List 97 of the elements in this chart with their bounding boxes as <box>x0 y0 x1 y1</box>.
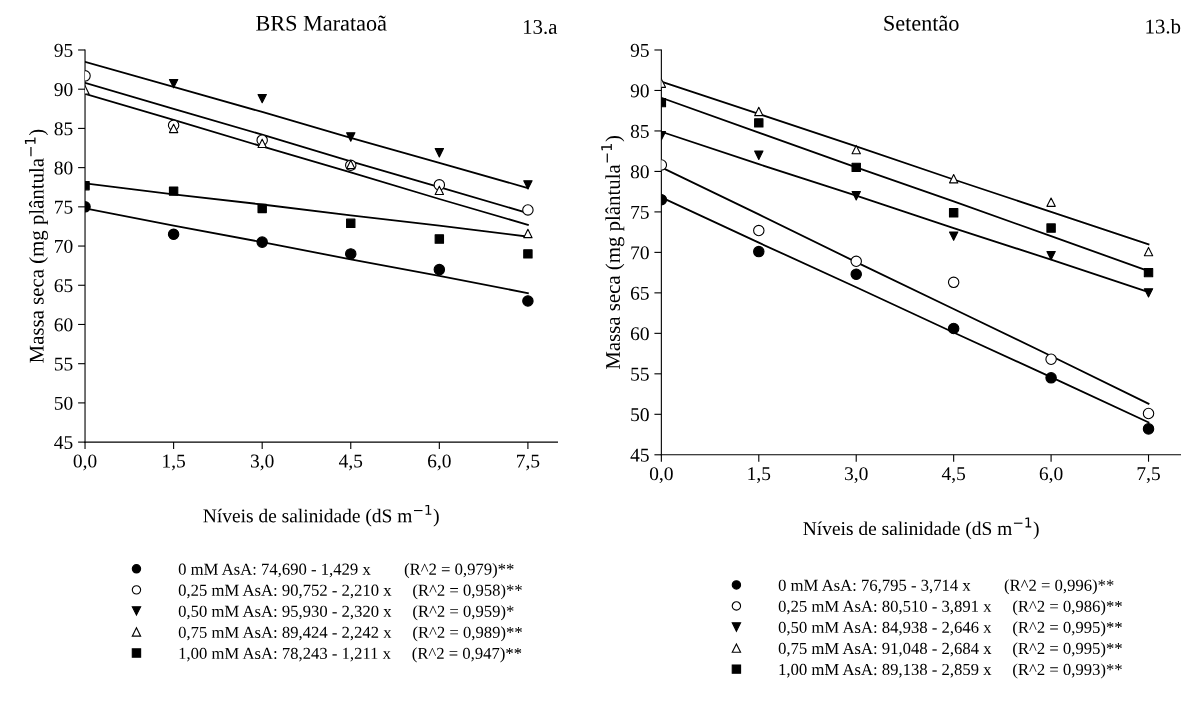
point <box>167 228 180 241</box>
y-tick-label: 80 <box>54 161 73 175</box>
point <box>522 204 534 216</box>
x-tick-label: 4,5 <box>941 467 966 484</box>
legend-label: 1,00 mM AsA: 78,243 - 1,211 x (R^2 = 0,947)** <box>179 647 522 663</box>
point <box>168 78 179 89</box>
point <box>168 186 179 196</box>
point <box>754 150 764 160</box>
point <box>256 236 268 248</box>
legend-label: 0,75 mM AsA: 89,424 - 2,242 x (R^2 = 0,989)** <box>178 626 522 642</box>
x-tick-label: 7,5 <box>1137 467 1160 484</box>
x-axis-title: Níveis de salinidade (dS m$^{−1}$) <box>803 517 1039 540</box>
point <box>1143 288 1154 298</box>
y-tick-label: 55 <box>631 367 649 381</box>
point <box>948 231 959 241</box>
point <box>1046 223 1056 233</box>
point <box>433 263 446 276</box>
x-tick-label: 0,0 <box>73 454 97 471</box>
y-tick-label: 60 <box>630 327 649 341</box>
point <box>753 224 765 237</box>
y-tick-label: 45 <box>630 448 649 462</box>
y-tick-label: 65 <box>630 286 649 300</box>
point <box>523 180 533 190</box>
point <box>1046 197 1056 207</box>
y-tick-label: 80 <box>630 165 649 179</box>
y-tick-label: 90 <box>54 83 73 97</box>
x-tick-label: 6,0 <box>428 454 451 471</box>
point <box>257 93 267 104</box>
point <box>947 276 960 289</box>
y-axis-title: Massa seca (mg plântula$^{−1}$) <box>24 129 48 363</box>
y-tick-label: 60 <box>54 318 73 332</box>
point <box>168 123 179 134</box>
chart-title: BRS Marataoã <box>256 15 387 31</box>
chart-title: Setentão <box>884 15 959 31</box>
legend-label: 0,75 mM AsA: 91,048 - 2,684 x (R^2 = 0,995)** <box>778 642 1122 658</box>
point <box>434 234 445 244</box>
point <box>1142 407 1155 420</box>
y-tick-label: 95 <box>630 43 649 57</box>
point <box>1143 246 1154 257</box>
legend-label: 0 mM AsA: 74,690 - 1,429 x (R^2 = 0,979)** <box>178 563 514 579</box>
point <box>948 173 959 184</box>
point <box>947 322 960 335</box>
point <box>851 144 861 155</box>
y-tick-label: 75 <box>631 205 649 219</box>
y-tick-label: 70 <box>631 246 649 260</box>
legend-label: 0 mM AsA: 76,795 - 3,714 x (R^2 = 0,996)** <box>778 579 1114 595</box>
legend-label: 0,50 mM AsA: 84,938 - 2,646 x (R^2 = 0,995)** <box>778 621 1122 637</box>
y-axis-title: Massa seca (mg plântula$^{−1}$) <box>601 136 625 370</box>
point <box>754 106 764 117</box>
point <box>1046 250 1056 261</box>
y-tick-label: 85 <box>630 124 649 138</box>
text: 13.a <box>523 19 558 35</box>
point <box>948 207 959 218</box>
point <box>257 138 267 149</box>
point <box>1142 423 1155 435</box>
point <box>523 249 533 259</box>
point <box>346 218 356 229</box>
x-tick-label: 4,5 <box>338 454 363 471</box>
x-tick-label: 1,5 <box>163 454 185 471</box>
point <box>434 185 445 196</box>
x-tick-label: 3,0 <box>845 467 868 484</box>
point <box>1045 372 1057 384</box>
y-tick-label: 50 <box>54 396 73 410</box>
x-tick-label: 6,0 <box>1039 467 1063 484</box>
y-tick-label: 90 <box>630 84 649 98</box>
point <box>434 148 445 158</box>
point <box>345 248 357 260</box>
legend-label: 0,50 mM AsA: 95,930 - 2,320 x (R^2 = 0,959)* <box>178 605 514 621</box>
point <box>850 255 862 268</box>
x-tick-label: 1,5 <box>748 467 771 484</box>
y-tick-label: 75 <box>55 200 73 214</box>
y-tick-label: 70 <box>55 239 73 253</box>
legend-label: 0,25 mM AsA: 80,510 - 3,891 x (R^2 = 0,986)** <box>778 600 1122 616</box>
point <box>754 118 764 128</box>
y-tick-label: 50 <box>631 408 649 422</box>
point <box>1143 267 1154 278</box>
x-tick-label: 0,0 <box>649 467 673 484</box>
legend-label: 1,00 mM AsA: 89,138 - 2,859 x (R^2 = 0,993)** <box>779 663 1122 679</box>
point <box>850 268 862 280</box>
y-tick-label: 65 <box>54 279 73 293</box>
y-tick-label: 45 <box>54 436 73 450</box>
x-tick-label: 3,0 <box>250 454 274 471</box>
point <box>753 245 765 258</box>
text: 13.b <box>1146 18 1181 34</box>
x-tick-label: 7,5 <box>517 454 540 471</box>
point <box>523 228 533 239</box>
point <box>346 132 356 142</box>
point <box>851 190 861 201</box>
y-tick-label: 85 <box>54 122 73 136</box>
point <box>1045 353 1057 366</box>
y-tick-label: 55 <box>54 357 73 371</box>
x-axis-title: Níveis de salinidade (dS m$^{−1}$) <box>203 504 439 527</box>
legend-label: 0,25 mM AsA: 90,752 - 2,210 x (R^2 = 0,958)** <box>178 584 522 600</box>
y-tick-label: 95 <box>54 43 73 57</box>
point <box>851 162 861 173</box>
point <box>257 203 267 214</box>
point <box>522 295 534 307</box>
